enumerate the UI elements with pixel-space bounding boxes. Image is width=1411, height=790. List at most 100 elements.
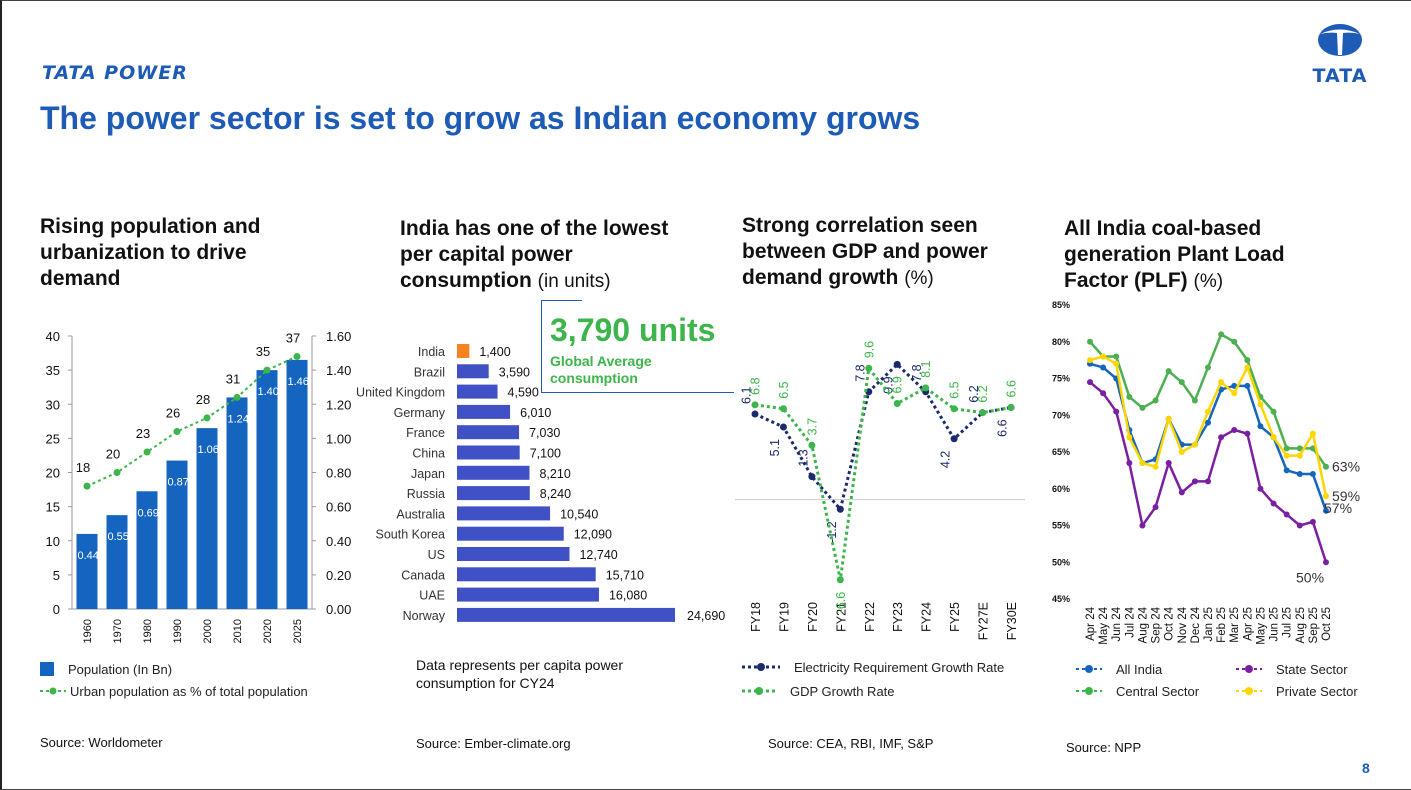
panel3-heading-unit: (%) bbox=[904, 268, 934, 289]
panel1-heading-text: Rising population and urbanization to dr… bbox=[40, 215, 261, 290]
x-tick-label: 2025 bbox=[292, 619, 304, 643]
population-bar bbox=[76, 533, 98, 609]
callout-label-line2: consumption bbox=[550, 370, 638, 386]
gdp-point bbox=[1007, 403, 1015, 411]
state-sector-point bbox=[1126, 460, 1133, 467]
population-value-label: 0.87 bbox=[168, 477, 189, 489]
left-tick-label: 30 bbox=[46, 397, 60, 412]
central-sector-point bbox=[1191, 397, 1198, 404]
gdp-point bbox=[893, 400, 901, 408]
gdp-value-label: 6.5 bbox=[777, 381, 791, 398]
consumption-value-label: 3,590 bbox=[499, 365, 530, 379]
panel4-heading-text: All India coal-based generation Plant Lo… bbox=[1064, 217, 1285, 292]
all-india-point bbox=[1323, 507, 1329, 514]
legend-gdp: GDP Growth Rate bbox=[742, 680, 1004, 702]
left-tick-label: 20 bbox=[46, 466, 60, 481]
gdp-value-label: 6.2 bbox=[976, 385, 990, 402]
country-label: US bbox=[428, 548, 445, 562]
x-tick-label: Aug 25 bbox=[1295, 607, 1307, 643]
urban-value-label: 23 bbox=[136, 426, 150, 441]
x-tick-label: Oct 25 bbox=[1321, 607, 1333, 641]
state-sector-point bbox=[1087, 379, 1093, 386]
consumption-value-label: 24,690 bbox=[687, 609, 725, 623]
all-india-point bbox=[1244, 382, 1251, 389]
legend-all-swatch bbox=[1076, 665, 1102, 673]
gdp-value-label: 6.5 bbox=[948, 381, 962, 398]
country-label: Norway bbox=[403, 609, 446, 623]
state-sector-point bbox=[1191, 478, 1198, 485]
private-sector-point bbox=[1191, 441, 1198, 448]
urban-value-label: 28 bbox=[196, 392, 210, 407]
x-tick-label: Sep 25 bbox=[1308, 607, 1320, 643]
x-tick-label: 1980 bbox=[142, 619, 154, 643]
private-sector-point bbox=[1100, 353, 1107, 360]
brand-wordmark: TATA POWER bbox=[42, 62, 188, 85]
state-sector-point bbox=[1205, 478, 1211, 485]
population-value-label: 0.69 bbox=[138, 507, 159, 519]
y-tick-label: 55% bbox=[1052, 521, 1070, 531]
legend-urban-label: Urban population as % of total populatio… bbox=[70, 683, 308, 699]
central-sector-point bbox=[1178, 379, 1185, 386]
x-tick-label: 1990 bbox=[172, 619, 184, 643]
electricity-value-label: 6.6 bbox=[996, 419, 1010, 436]
private-sector-point bbox=[1270, 434, 1277, 441]
right-tick-label: 0.00 bbox=[326, 602, 351, 617]
population-value-label: 1.46 bbox=[288, 376, 309, 388]
x-tick-label: Dec 24 bbox=[1190, 606, 1202, 643]
urban-point bbox=[233, 393, 241, 401]
state-sector-point bbox=[1309, 518, 1316, 525]
gdp-line bbox=[754, 364, 1012, 581]
x-tick-label: FY24 bbox=[920, 602, 934, 632]
y-tick-label: 65% bbox=[1052, 447, 1070, 457]
central-sector-point bbox=[1165, 368, 1172, 375]
per-capita-chart: India 1,400 Brazil 3,590 United Kingdom 4,590… bbox=[356, 344, 725, 623]
y-tick-label: 45% bbox=[1052, 594, 1070, 604]
tata-logo-icon bbox=[1318, 24, 1362, 56]
panel1-heading: Rising population and urbanization to dr… bbox=[40, 214, 300, 292]
country-label: Brazil bbox=[414, 365, 445, 379]
private-sector-line bbox=[1089, 355, 1328, 497]
x-tick-label: FY25 bbox=[948, 602, 962, 632]
urban-point bbox=[263, 366, 271, 374]
central-sector-point bbox=[1270, 408, 1277, 415]
x-tick-label: Jun 25 bbox=[1269, 607, 1281, 642]
legend-central-label: Central Sector bbox=[1116, 683, 1200, 699]
country-bar bbox=[457, 567, 596, 582]
gdp-point bbox=[922, 384, 930, 392]
gdp-value-label: 6.8 bbox=[749, 377, 763, 394]
population-bar bbox=[136, 491, 158, 609]
private-sector-point bbox=[1257, 401, 1264, 408]
urban-point bbox=[83, 482, 91, 490]
panel4-legend: All India State Sector Central Sector Pr… bbox=[1076, 658, 1376, 702]
gdp-value-label: -6.6 bbox=[834, 592, 848, 614]
panel1-legend: Population (In Bn) Urban population as %… bbox=[40, 658, 308, 702]
state-sector-point bbox=[1296, 522, 1303, 529]
state-sector-point bbox=[1100, 390, 1107, 397]
tata-logo: TATA bbox=[1306, 22, 1374, 87]
private-sector-point bbox=[1139, 460, 1146, 467]
gdp-point bbox=[979, 409, 987, 417]
x-tick-label: Jul 24 bbox=[1124, 606, 1136, 637]
gdp-value-label: 8.1 bbox=[919, 360, 933, 377]
legend-state-swatch bbox=[1236, 665, 1262, 673]
population-bar bbox=[286, 359, 308, 609]
panel3-source: Source: CEA, RBI, IMF, S&P bbox=[768, 736, 934, 751]
x-tick-label: FY22 bbox=[863, 602, 877, 632]
consumption-value-label: 10,540 bbox=[560, 507, 598, 521]
central-sector-point bbox=[1231, 338, 1238, 345]
callout-label: Global Average consumption bbox=[550, 353, 652, 387]
panel4-source: Source: NPP bbox=[1066, 740, 1142, 755]
x-tick-label: FY23 bbox=[891, 602, 905, 632]
panel4-heading-unit: (%) bbox=[1193, 271, 1224, 292]
x-tick-label: 2010 bbox=[232, 619, 244, 643]
panel4-heading: All India coal-based generation Plant Lo… bbox=[1064, 216, 1304, 295]
right-tick-label: 0.20 bbox=[326, 568, 351, 583]
x-tick-label: Oct 24 bbox=[1164, 606, 1176, 640]
population-value-label: 1.40 bbox=[258, 386, 279, 398]
central-sector-point bbox=[1296, 445, 1303, 452]
country-bar bbox=[457, 445, 520, 460]
private-sector-point bbox=[1309, 430, 1316, 437]
gdp-point bbox=[865, 364, 873, 372]
private-sector-point bbox=[1205, 408, 1211, 415]
country-bar bbox=[457, 506, 551, 521]
